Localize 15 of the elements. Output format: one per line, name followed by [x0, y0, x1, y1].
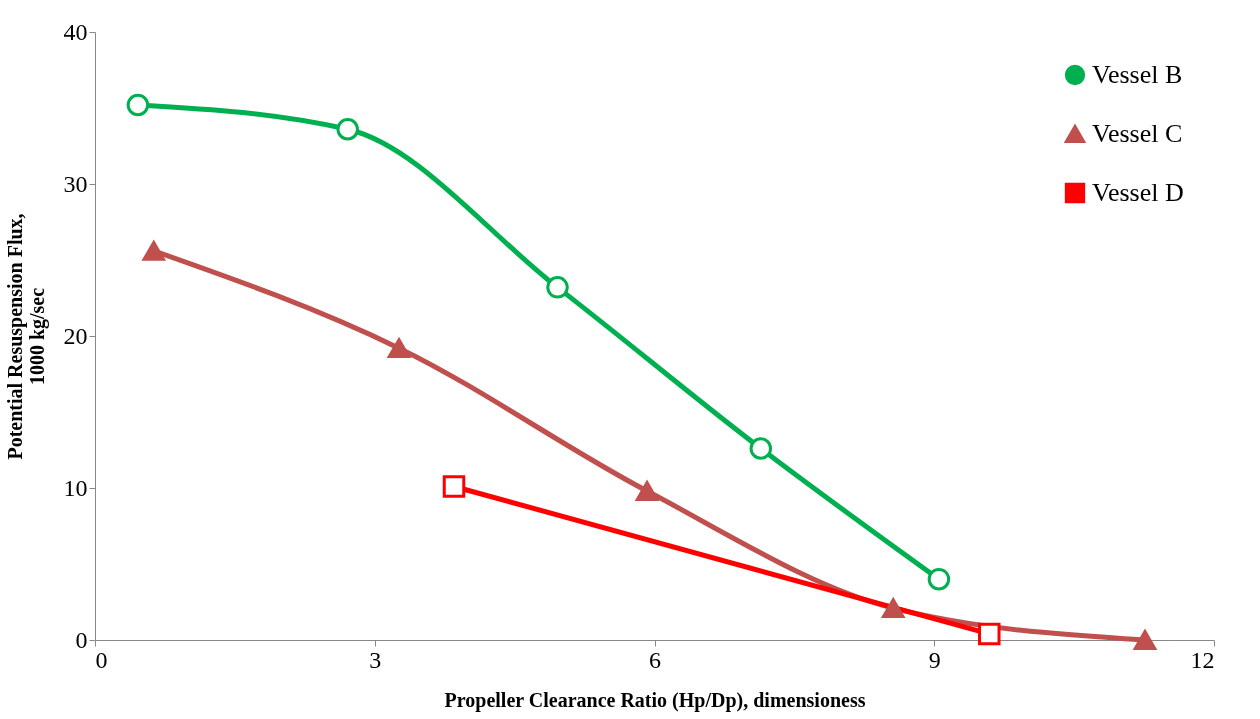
x-tick-label: 0: [95, 646, 108, 673]
y-tick-label: 40: [63, 18, 88, 45]
y-tick-label: 20: [63, 322, 88, 349]
legend-label: Vessel B: [1092, 60, 1183, 89]
y-tick-label: 10: [63, 474, 88, 501]
x-tick-label: 12: [1190, 646, 1215, 673]
y-tick-label: 0: [75, 626, 88, 653]
x-tick-label: 3: [369, 646, 382, 673]
x-axis-title: Propeller Clearance Ratio (Hp/Dp), dimensioness: [444, 688, 866, 712]
y-tick-label: 30: [63, 170, 88, 197]
x-tick-label: 6: [649, 646, 661, 673]
legend-label: Vessel C: [1092, 119, 1183, 148]
x-tick-label: 9: [928, 646, 941, 673]
legend-label: Vessel D: [1092, 178, 1184, 207]
y-axis-title: Potential Resuspension Flux, 1000 kg/sec: [3, 213, 49, 460]
